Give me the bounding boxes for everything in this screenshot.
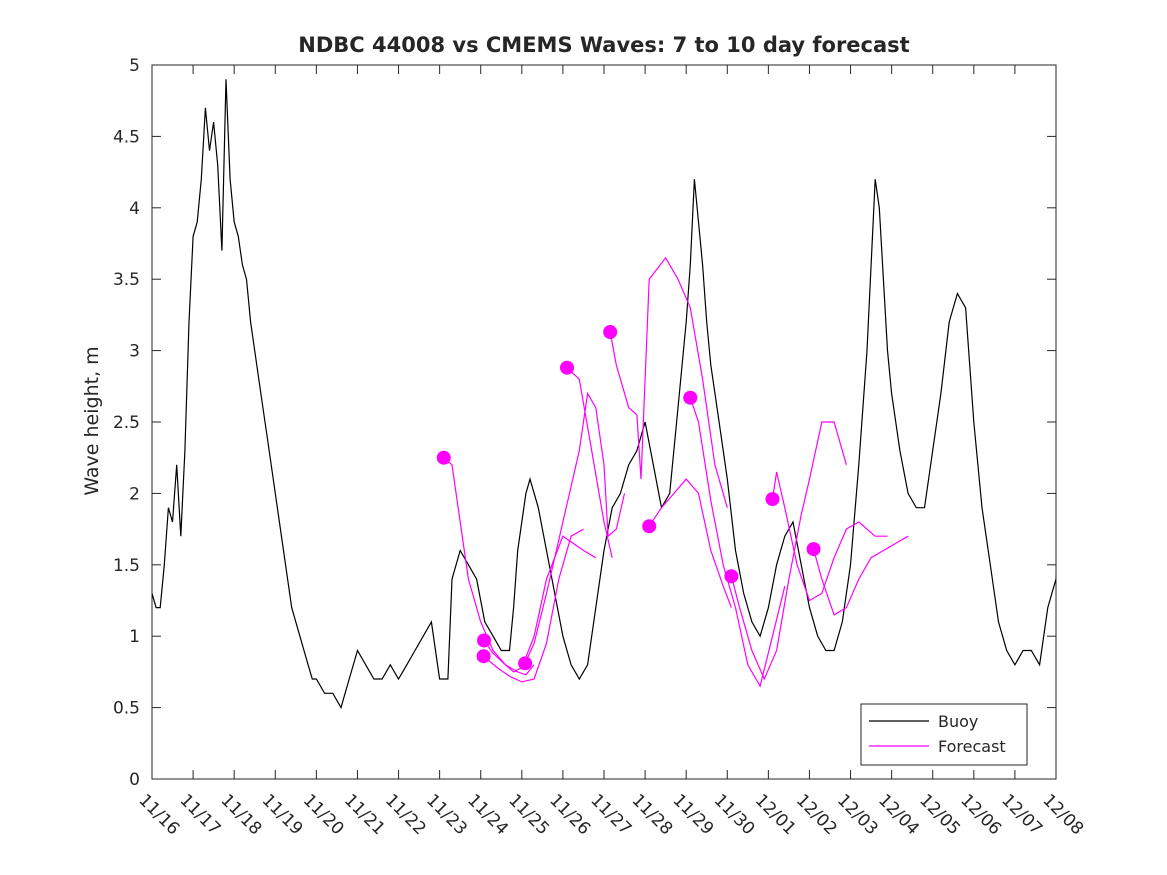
legend-label: Forecast xyxy=(938,737,1006,756)
chart-title: NDBC 44008 vs CMEMS Waves: 7 to 10 day f… xyxy=(298,33,909,57)
y-tick-label: 0.5 xyxy=(113,699,140,719)
forecast-start-point xyxy=(683,390,698,405)
forecast-run-line xyxy=(483,528,584,683)
forecast-run-line xyxy=(609,256,728,508)
plot-area: 00.511.522.533.544.5511/1611/1711/1811/1… xyxy=(113,56,1087,839)
forecast-run-line xyxy=(771,471,888,602)
y-tick-label: 1 xyxy=(129,627,140,647)
y-tick-label: 4 xyxy=(129,199,140,219)
y-tick-label: 4.5 xyxy=(113,127,140,147)
forecast-run-line xyxy=(648,478,732,608)
forecast-start-point xyxy=(765,492,780,507)
forecast-start-point xyxy=(806,542,821,557)
forecast-run-line xyxy=(524,391,626,664)
forecast-run-line xyxy=(813,535,909,616)
y-tick-label: 3 xyxy=(129,342,140,362)
forecast-run-line xyxy=(483,535,597,673)
forecast-run-line xyxy=(689,397,786,688)
y-tick-label: 2 xyxy=(129,484,140,504)
y-tick-label: 5 xyxy=(129,56,140,76)
forecast-start-point xyxy=(603,325,618,340)
forecast-run-line xyxy=(566,367,613,558)
forecast-start-point xyxy=(724,569,739,584)
forecast-start-point xyxy=(476,649,491,664)
plot-frame xyxy=(151,64,1057,780)
y-tick-label: 3.5 xyxy=(113,270,140,290)
forecast-start-point xyxy=(436,450,451,465)
forecast-start-point xyxy=(477,633,492,648)
y-tick-label: 2.5 xyxy=(113,413,140,433)
y-tick-label: 0 xyxy=(129,770,140,790)
legend-box xyxy=(860,703,1028,766)
y-axis-label: Wave height, m xyxy=(81,346,103,495)
buoy-series-line xyxy=(152,79,1056,710)
y-tick-label: 1.5 xyxy=(113,556,140,576)
forecast-start-point xyxy=(642,519,657,534)
legend-label: Buoy xyxy=(938,712,978,731)
forecast-run-line xyxy=(730,421,847,681)
forecast-start-point xyxy=(560,360,575,375)
forecast-start-point xyxy=(518,656,533,671)
